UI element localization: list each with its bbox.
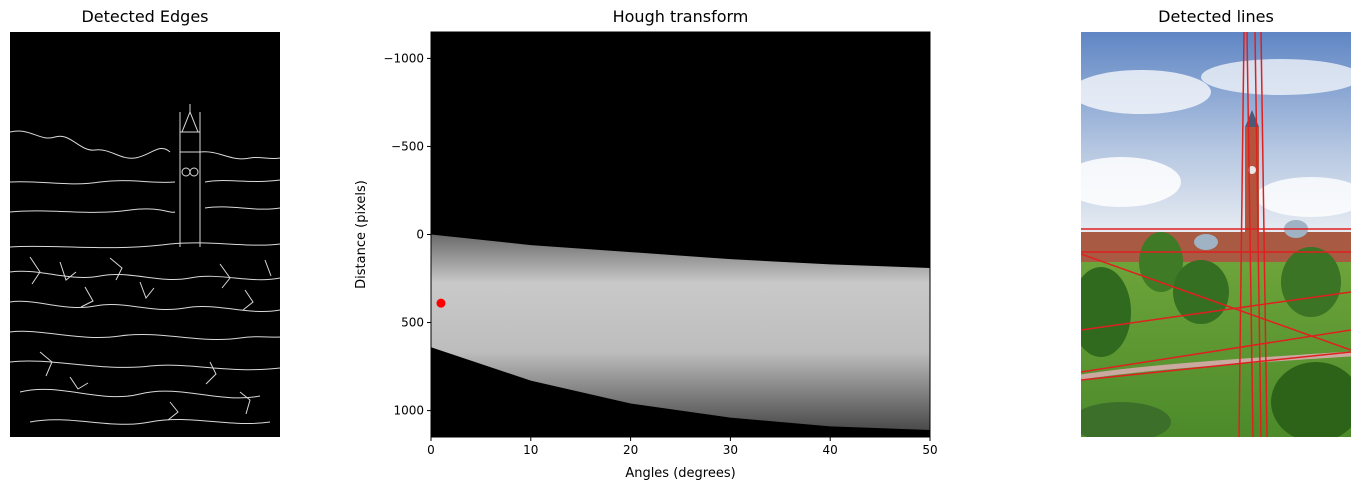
- detected-lines-drawing: [1081, 32, 1351, 437]
- hough-chart: 0 10 20 30 40 50 −1000 −500 0 500 1000 Angles (deg…: [354, 31, 938, 481]
- x-tick-label: 40: [823, 443, 838, 457]
- x-tick-label: 0: [427, 443, 435, 457]
- x-tick-label: 10: [523, 443, 538, 457]
- y-tick-label: 0: [416, 228, 424, 242]
- edges-drawing: [10, 32, 280, 437]
- x-tick-label: 50: [922, 443, 937, 457]
- edges-image: [10, 32, 280, 437]
- edges-panel-title: Detected Edges: [81, 7, 209, 26]
- hough-x-axis-label: Angles (degrees): [625, 466, 735, 481]
- hough-peak-marker: [436, 298, 446, 308]
- y-tick-label: 1000: [393, 404, 424, 418]
- y-tick-label: −1000: [383, 51, 424, 65]
- hough-panel-title: Hough transform: [612, 7, 749, 26]
- y-tick-label: −500: [391, 139, 424, 153]
- y-tick-label: 500: [401, 316, 424, 330]
- x-tick-label: 20: [623, 443, 638, 457]
- lines-panel-title: Detected lines: [1158, 7, 1274, 26]
- hough-y-axis-label: Distance (pixels): [354, 180, 369, 289]
- hough-accumulator-band: [431, 234, 930, 430]
- detected-lines-image: [1081, 32, 1351, 437]
- x-tick-label: 30: [723, 443, 738, 457]
